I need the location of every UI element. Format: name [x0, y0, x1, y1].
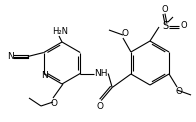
Text: O: O [122, 29, 128, 37]
Text: NH: NH [94, 69, 108, 78]
Text: O: O [97, 102, 104, 111]
Text: N: N [7, 52, 14, 61]
Text: H₂N: H₂N [52, 27, 68, 36]
Text: O: O [162, 5, 168, 14]
Text: N: N [41, 71, 48, 80]
Text: O: O [181, 21, 187, 30]
Text: O: O [51, 98, 57, 107]
Text: O: O [176, 87, 182, 97]
Text: S: S [162, 21, 168, 31]
